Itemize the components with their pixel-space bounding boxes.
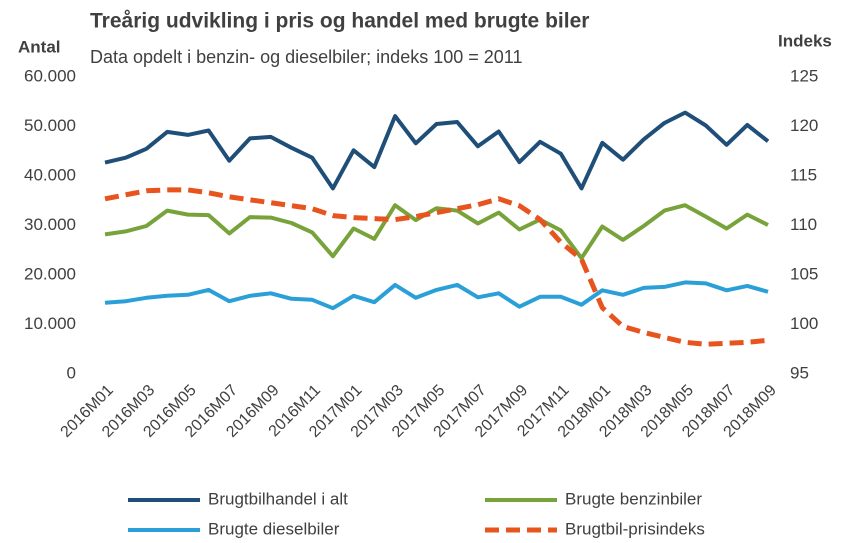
y-axis-title: Antal [18,37,61,56]
y-tick-label: 10.000 [24,314,76,333]
y2-tick-label: 100 [790,314,818,333]
line-series [104,203,769,261]
line-series [104,280,769,311]
y-tick-label: 0 [67,363,76,382]
y-tick-label: 20.000 [24,264,76,283]
y2-tick-label: 115 [790,165,817,184]
y-tick-label: 40.000 [24,165,76,184]
y2-axis-title: Indeks [778,31,832,50]
legend-label: Brugtbilhandel i alt [208,489,348,508]
y2-tick-label: 125 [790,66,818,85]
y2-tick-label: 120 [790,116,818,135]
y2-tick-label: 95 [790,363,809,382]
legend-label: Brugte dieselbiler [208,519,340,538]
y2-tick-label: 110 [790,215,817,234]
chart-title: Treårig udvikling i pris og handel med b… [90,10,589,33]
line-series [104,187,769,347]
y-tick-label: 60.000 [24,66,76,85]
legend-label: Brugte benzinbiler [565,489,702,508]
y-tick-label: 50.000 [24,116,76,135]
chart-subtitle: Data opdelt i benzin- og dieselbiler; in… [90,47,522,67]
line-series [104,110,770,191]
y2-tick-label: 105 [790,264,818,283]
legend-label: Brugtbil-prisindeks [565,519,705,538]
y-tick-label: 30.000 [24,215,76,234]
